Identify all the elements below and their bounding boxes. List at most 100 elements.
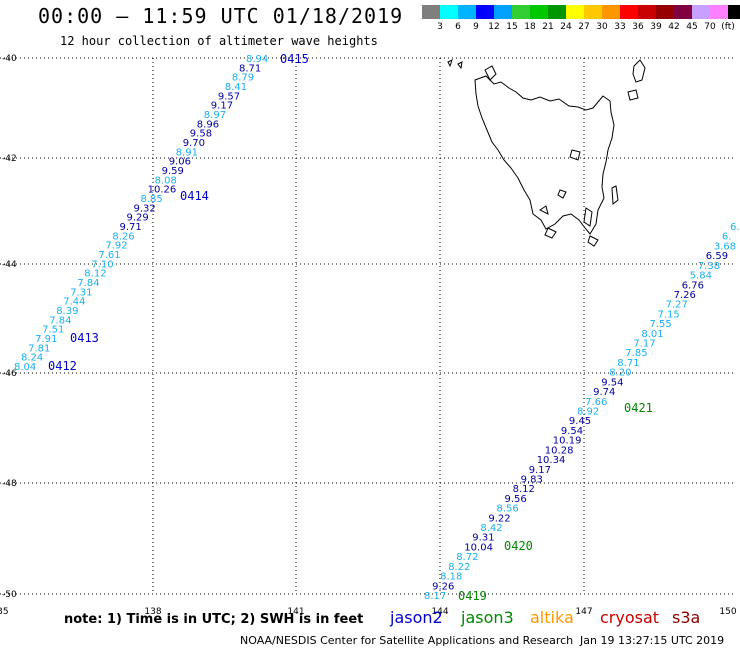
wave-height-value: 8.24 [21, 353, 43, 364]
pass-time-label: 0414 [180, 189, 209, 203]
wave-height-value: 7.81 [28, 343, 50, 354]
wave-height-value: 8.56 [497, 504, 519, 515]
east-altimeter-track: 6.6.3.686.597.385.846.767.267.277.157.55… [424, 222, 740, 603]
colorbar-label: 15 [506, 22, 518, 32]
wave-height-value: 8.26 [112, 231, 134, 242]
lat-tick-label: -42 [2, 154, 17, 164]
wave-height-value: 9.71 [120, 222, 142, 233]
wave-height-value: 8.97 [204, 110, 226, 121]
hunter-islands [447, 59, 463, 70]
west-altimeter-track: 8.948.718.798.419.579.178.978.969.589.70… [14, 52, 309, 373]
colorbar-swatch [656, 5, 674, 19]
pass-time-label: 0415 [280, 52, 309, 66]
colorbar-swatch [620, 5, 638, 19]
colorbar-swatch [422, 5, 440, 19]
colorbar-swatch [674, 5, 692, 19]
wave-height-value: 7.27 [666, 300, 688, 311]
wave-height-value: 9.31 [472, 533, 494, 544]
wave-height-value: 7.38 [698, 261, 720, 272]
lon-tick-label: 138 [144, 607, 161, 617]
colorbar-label: 12 [488, 22, 500, 32]
wave-height-value: 7.61 [98, 250, 120, 261]
lat-tick-label: -50 [2, 590, 17, 600]
wave-height-value: 9.56 [505, 494, 527, 505]
colorbar-label: 70 [704, 22, 716, 32]
wave-height-value: 8.41 [225, 82, 247, 93]
colorbar-label: 30 [596, 22, 608, 32]
wave-height-value: 9.70 [183, 138, 205, 149]
wave-height-value: 8.79 [232, 73, 254, 84]
colorbar-label: (ft) [721, 22, 735, 32]
colorbar-swatch [692, 5, 710, 19]
pass-time-label: 0420 [504, 539, 533, 553]
satellite-altika: altika [530, 608, 574, 627]
wave-height-value: 8.42 [480, 523, 502, 534]
lat-tick-label: -44 [2, 260, 17, 270]
wave-height-value: 5.84 [690, 271, 712, 282]
wave-height-value: 8.08 [155, 175, 177, 186]
pass-time-label: 0419 [458, 589, 487, 603]
wave-height-value: 9.58 [190, 129, 212, 140]
colorbar-label: 21 [542, 22, 554, 32]
wave-height-value: 8.20 [609, 368, 631, 379]
generation-timestamp: Jan 19 13:27:15 UTC 2019 [580, 634, 725, 647]
wave-height-value: 8.85 [141, 194, 163, 205]
wave-height-value: 9.17 [529, 465, 551, 476]
colorbar-label: 9 [473, 22, 479, 32]
colorbar-swatch [530, 5, 548, 19]
wave-height-value: 7.66 [585, 397, 607, 408]
lon-tick-label: 150 [719, 607, 736, 617]
colorbar-label: 42 [668, 22, 680, 32]
colorbar-swatch [566, 5, 584, 19]
wave-height-value: 9.17 [211, 101, 233, 112]
credit-line: NOAA/NESDIS Center for Satellite Applica… [240, 634, 574, 647]
wave-height-value: 7.26 [674, 290, 696, 301]
colorbar-swatch [638, 5, 656, 19]
colorbar-swatch [512, 5, 530, 19]
wave-height-value: 7.84 [77, 278, 99, 289]
colorbar-swatch [494, 5, 512, 19]
wave-height-value: 7.15 [658, 309, 680, 320]
cape-barren-island [627, 89, 639, 101]
wave-height-value: 6.76 [682, 280, 704, 291]
wave-height-value: 9.59 [162, 166, 184, 177]
wave-height-value: 7.44 [63, 297, 85, 308]
wave-height-value: 9.83 [521, 475, 543, 486]
map-note: note: 1) Time is in UTC; 2) SWH is in fe… [64, 612, 364, 627]
king-island [484, 65, 497, 81]
wave-height-value: 9.54 [601, 377, 623, 388]
colorbar-label: 33 [614, 22, 626, 32]
tasmania-coastline [447, 59, 646, 247]
wave-height-value: 7.17 [633, 339, 655, 350]
satellite-jason3: jason3 [461, 608, 514, 627]
wave-height-value: 9.54 [561, 426, 583, 437]
colorbar-label: 39 [650, 22, 662, 32]
satellite-cryosat: cryosat [600, 608, 660, 627]
wave-height-value: 8.18 [440, 572, 462, 583]
wave-height-value: 6. [722, 232, 732, 243]
wave-height-value: 7.92 [105, 241, 127, 252]
wave-height-value: 7.85 [625, 348, 647, 359]
wave-height-value: 8.72 [456, 552, 478, 563]
wave-height-value: 7.84 [49, 315, 71, 326]
wave-height-value: 9.57 [218, 91, 240, 102]
wave-height-value: 9.26 [432, 581, 454, 592]
colorbar-swatch [602, 5, 620, 19]
tasmania-south-islands [544, 227, 599, 247]
wave-height-value: 7.31 [70, 287, 92, 298]
wave-height-value: 10.28 [545, 445, 574, 456]
lon-tick-label: 144 [431, 607, 448, 617]
pass-time-label: 0421 [624, 401, 653, 415]
wave-height-value: 8.01 [641, 329, 663, 340]
wave-height-value: 3.68 [714, 241, 736, 252]
wave-height-value: 10.34 [537, 455, 566, 466]
wave-height-value: 9.06 [169, 157, 191, 168]
tasmania-mainland [474, 75, 615, 235]
colorbar-swatch [440, 5, 458, 19]
wave-height-value: 8.12 [513, 484, 535, 495]
wave-height-value: 8.12 [84, 269, 106, 280]
wave-height-value: 6.59 [706, 251, 728, 262]
lat-tick-label: -48 [2, 479, 17, 489]
wave-height-value: 8.17 [424, 591, 446, 602]
pass-time-label: 0413 [70, 331, 99, 345]
